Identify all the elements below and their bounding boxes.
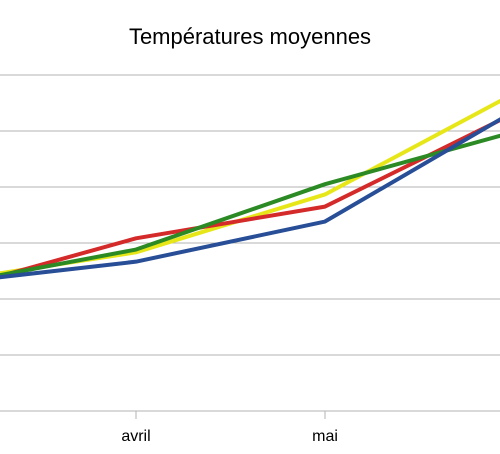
x-tick-label: avril [121,428,150,445]
series-line-3 [0,133,500,278]
series-layer [0,98,500,280]
series-line-4 [0,117,500,280]
chart-title: Températures moyennes [129,24,371,49]
x-tick-label: mai [312,428,338,445]
x-axis-labels: avril mai [121,428,338,445]
grid-layer [0,74,500,419]
